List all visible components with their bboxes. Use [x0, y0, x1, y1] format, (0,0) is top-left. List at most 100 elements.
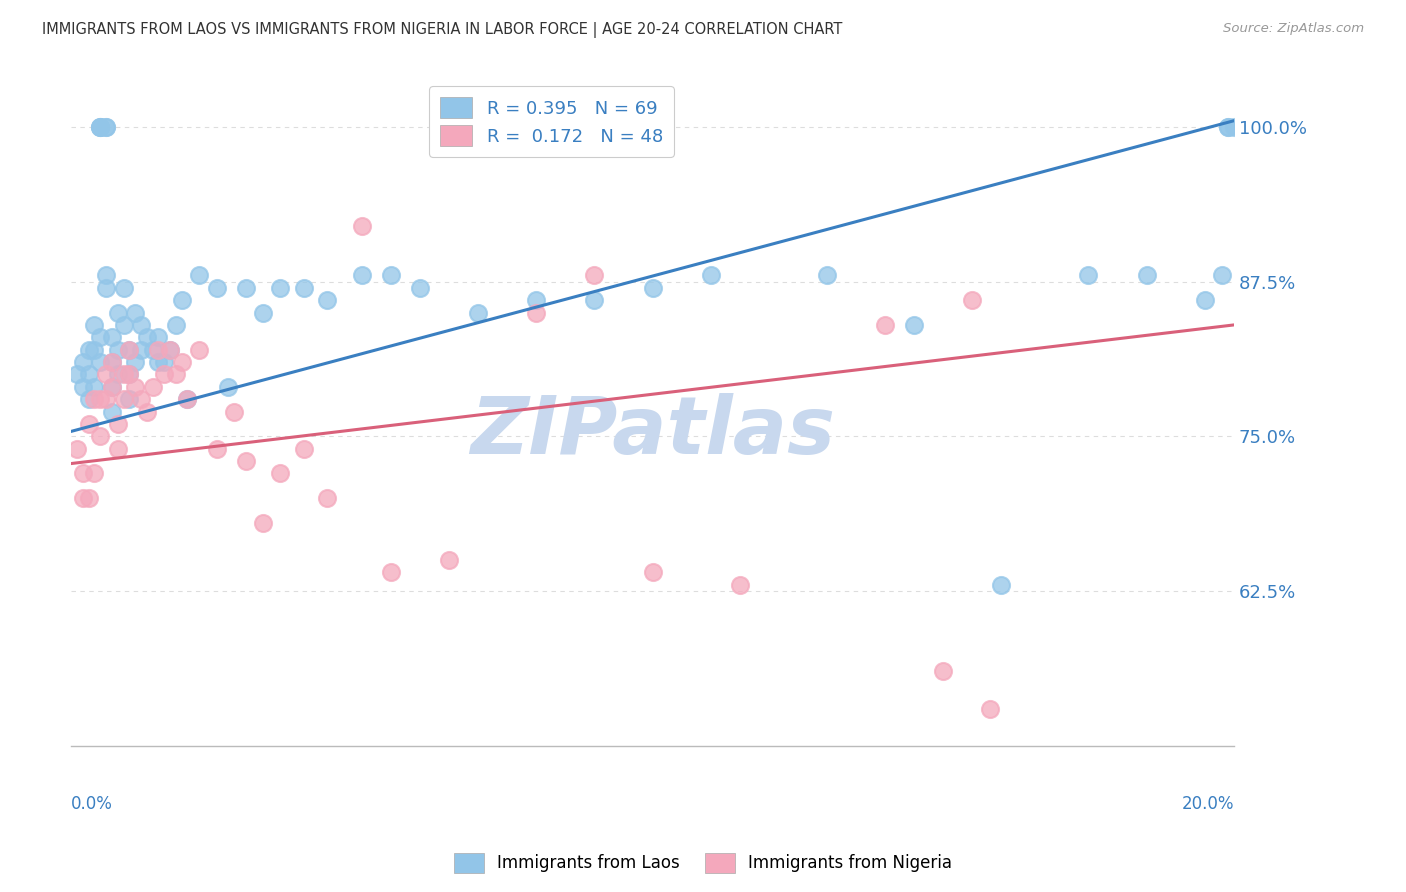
- Point: [903, 318, 925, 332]
- Point: [72, 467, 94, 481]
- Point: [148, 355, 170, 369]
- Point: [292, 281, 315, 295]
- Point: [437, 553, 460, 567]
- Point: [188, 268, 211, 283]
- Point: [101, 380, 124, 394]
- Point: [583, 268, 606, 283]
- Text: IMMIGRANTS FROM LAOS VS IMMIGRANTS FROM NIGERIA IN LABOR FORCE | AGE 20-24 CORRE: IMMIGRANTS FROM LAOS VS IMMIGRANTS FROM …: [42, 22, 842, 38]
- Point: [524, 293, 547, 308]
- Point: [101, 380, 124, 394]
- Point: [135, 404, 157, 418]
- Point: [205, 442, 228, 456]
- Point: [94, 392, 117, 407]
- Point: [94, 268, 117, 283]
- Point: [89, 392, 111, 407]
- Point: [176, 392, 198, 407]
- Point: [170, 293, 193, 308]
- Point: [83, 380, 105, 394]
- Point: [142, 380, 165, 394]
- Point: [979, 701, 1001, 715]
- Point: [990, 578, 1012, 592]
- Text: Source: ZipAtlas.com: Source: ZipAtlas.com: [1223, 22, 1364, 36]
- Point: [1194, 293, 1216, 308]
- Point: [89, 355, 111, 369]
- Point: [83, 392, 105, 407]
- Point: [269, 281, 292, 295]
- Point: [205, 281, 228, 295]
- Point: [77, 417, 100, 431]
- Point: [89, 429, 111, 443]
- Point: [107, 368, 129, 382]
- Point: [641, 566, 664, 580]
- Point: [94, 120, 117, 134]
- Point: [165, 318, 187, 332]
- Point: [380, 566, 402, 580]
- Point: [124, 380, 146, 394]
- Point: [1216, 120, 1239, 134]
- Point: [873, 318, 896, 332]
- Point: [107, 305, 129, 319]
- Point: [148, 330, 170, 344]
- Point: [728, 578, 751, 592]
- Point: [222, 404, 245, 418]
- Point: [641, 281, 664, 295]
- Legend: R = 0.395   N = 69, R =  0.172   N = 48: R = 0.395 N = 69, R = 0.172 N = 48: [429, 87, 673, 157]
- Point: [960, 293, 983, 308]
- Point: [1135, 268, 1157, 283]
- Point: [94, 281, 117, 295]
- Point: [524, 305, 547, 319]
- Point: [583, 293, 606, 308]
- Point: [94, 120, 117, 134]
- Point: [188, 343, 211, 357]
- Point: [148, 343, 170, 357]
- Point: [467, 305, 489, 319]
- Point: [112, 368, 135, 382]
- Point: [252, 516, 274, 530]
- Point: [118, 368, 141, 382]
- Point: [1211, 268, 1233, 283]
- Point: [77, 491, 100, 506]
- Point: [142, 343, 165, 357]
- Point: [118, 343, 141, 357]
- Point: [66, 442, 89, 456]
- Point: [89, 120, 111, 134]
- Point: [932, 665, 955, 679]
- Point: [135, 330, 157, 344]
- Point: [101, 404, 124, 418]
- Point: [269, 467, 292, 481]
- Point: [107, 442, 129, 456]
- Point: [153, 355, 176, 369]
- Point: [1077, 268, 1099, 283]
- Point: [89, 330, 111, 344]
- Point: [129, 318, 152, 332]
- Point: [124, 355, 146, 369]
- Point: [316, 491, 339, 506]
- Point: [101, 355, 124, 369]
- Point: [77, 368, 100, 382]
- Point: [129, 343, 152, 357]
- Point: [118, 392, 141, 407]
- Point: [66, 368, 89, 382]
- Point: [83, 467, 105, 481]
- Text: 20.0%: 20.0%: [1181, 795, 1234, 814]
- Point: [350, 219, 373, 233]
- Point: [101, 355, 124, 369]
- Point: [235, 454, 257, 468]
- Point: [699, 268, 721, 283]
- Point: [1223, 120, 1246, 134]
- Point: [112, 318, 135, 332]
- Point: [129, 392, 152, 407]
- Point: [83, 318, 105, 332]
- Point: [380, 268, 402, 283]
- Point: [217, 380, 239, 394]
- Point: [72, 355, 94, 369]
- Point: [72, 380, 94, 394]
- Point: [112, 281, 135, 295]
- Point: [94, 368, 117, 382]
- Point: [83, 343, 105, 357]
- Point: [72, 491, 94, 506]
- Point: [170, 355, 193, 369]
- Point: [235, 281, 257, 295]
- Point: [316, 293, 339, 308]
- Point: [112, 392, 135, 407]
